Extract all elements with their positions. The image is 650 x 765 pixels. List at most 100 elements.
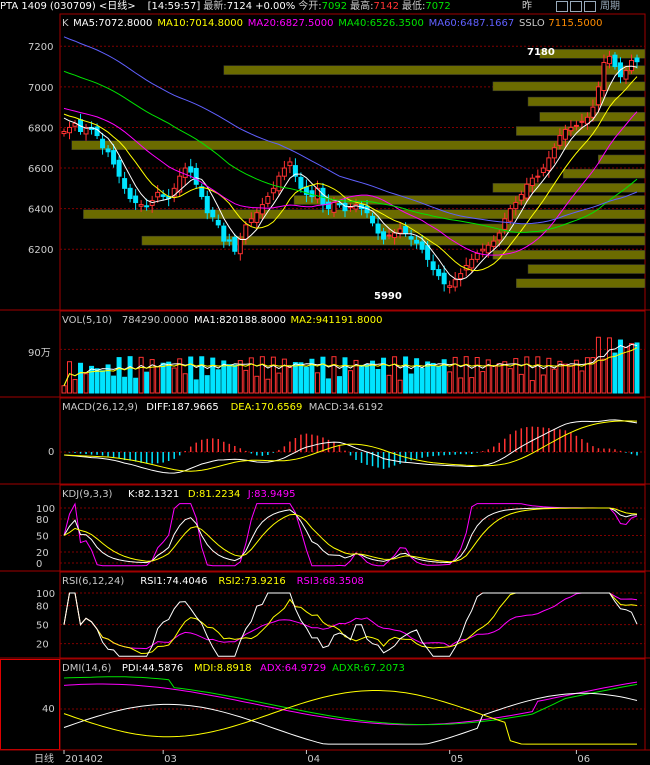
volume-ma2-line [63,347,638,386]
legend-item: MACD(26,12,9) [62,402,138,413]
period-tab[interactable]: 周期 [600,1,620,12]
price-tick-label: 6400 [28,205,53,216]
legend-item: 784290.0000 [122,315,189,326]
candle-body [144,205,150,208]
candle-body [281,167,287,177]
symbol-code: (030709) [49,1,96,12]
window-max-icon[interactable] [584,1,596,12]
volume-bar [320,356,326,394]
volume-bar [122,376,128,394]
candle-body [292,165,298,177]
latest-value: 7124 [226,1,253,12]
volume-bar [188,356,194,394]
volume-bar [425,361,431,394]
candle-body [243,224,249,240]
candle-body [480,248,486,252]
volume-bar [111,375,117,394]
volume-profile-bar [223,65,646,75]
ma10-line [63,76,638,272]
legend-item: RSI3:68.3508 [297,576,364,587]
volume-bar [524,356,530,394]
candle-body [502,218,508,230]
volume-bar [116,357,122,394]
price-tick-label: 7000 [28,83,53,94]
volume-bar [546,357,552,394]
legend-item: K:82.1321 [128,489,179,500]
volume-bar [502,361,508,394]
volume-bar [160,362,166,394]
candle-body [474,252,480,260]
volume-bar [507,368,513,394]
x-axis-period-label: 日线 [34,752,54,765]
window-restore-icon[interactable] [556,1,568,12]
volume-bar [199,356,205,394]
volume-bar [568,365,574,394]
macd-diff-line [63,419,638,474]
window-resize-icon[interactable] [570,1,582,12]
candle-body [628,59,634,72]
rsi3-line [63,592,638,650]
volume-bar [419,367,425,394]
volume-profile-bar [597,154,646,165]
volume-bar [474,357,480,394]
candle-body [381,231,387,240]
volume-bar [259,356,265,394]
candle-body [408,236,414,240]
volume-bar [414,358,420,394]
legend-kdj: KDJ(9,3,3) K:82.1321 D:81.2234 J:83.9495 [62,489,295,500]
prev-close-label: 昨 [522,1,532,12]
volume-bars [61,336,640,394]
legend-item: ADXR:67.2073 [332,663,405,674]
volume-bar [177,358,183,394]
legend-item: MA60:6487.1667 [429,18,515,29]
volume-bar [463,356,469,394]
legend-item: MA2:941191.8000 [291,315,383,326]
candle-body [397,228,403,234]
candle-body [221,225,227,242]
candle-body [210,209,216,218]
low-value: 7072 [425,1,451,12]
volume-bar [309,358,315,394]
legend-item: ADX:64.9729 [260,663,326,674]
candle-body [518,193,524,201]
candle-body [309,190,315,197]
volume-bar [166,361,172,394]
period-label: <日线> [98,1,136,12]
volume-profile-bar [562,168,646,179]
candle-body [513,202,519,210]
quote-time: [14:59:57] [147,1,201,12]
volume-bar [595,336,601,394]
x-tick-label: 03 [164,754,177,765]
volume-bar [513,358,519,394]
volume-bar [215,369,221,394]
change-percent: +0.00% [255,1,296,12]
volume-bar [144,371,150,394]
price-tick-label: 6600 [28,164,53,175]
candle-body [111,150,117,165]
volume-bar [617,339,623,394]
price-tick-label: 6200 [28,245,53,256]
legend-item: DEA:170.6569 [231,402,303,413]
candle-body [226,239,232,242]
ma-lines [63,36,638,281]
volume-bar [254,375,260,394]
rsi-tick-label: 50 [36,621,49,632]
volume-bar [370,360,376,394]
legend-item: MA20:6827.5000 [248,18,334,29]
volume-bar [535,356,541,394]
legend-item: 7115.5000 [548,18,602,29]
candle-body [590,106,596,118]
x-tick-label: 05 [451,754,464,765]
legend-item: D:81.2234 [188,489,240,500]
volume-bar [348,370,353,394]
volume-bar [386,374,392,394]
candle-body [623,70,629,80]
volume-bar [61,385,67,394]
candle-body [342,202,348,212]
volume-bar [359,364,365,394]
candle-body [171,187,177,197]
volume-bar [171,367,177,394]
candle-body [199,186,205,197]
candle-body [375,223,381,234]
